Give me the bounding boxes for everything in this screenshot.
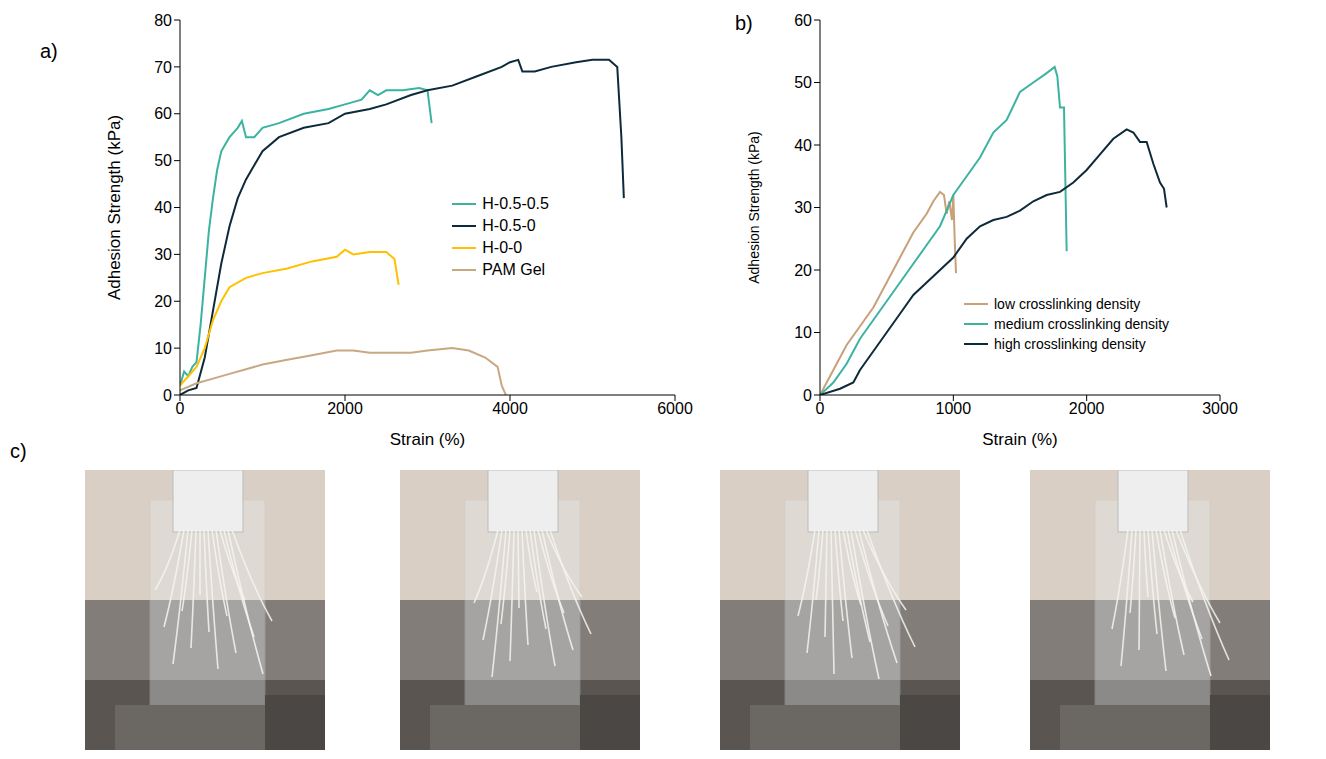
html-text:H-0.5-0.5: H-0.5-0.5 [482,194,549,212]
html-text:high crosslinking density: high crosslinking density [994,335,1146,352]
svg-text:3000: 3000 [1202,400,1238,417]
svg-text:10: 10 [794,324,812,341]
html-text:c): c) [10,440,27,462]
svg-text:0: 0 [176,400,185,417]
svg-text:20: 20 [154,293,172,310]
svg-text:0: 0 [163,387,172,404]
svg-text:50: 50 [154,152,172,169]
svg-text:60: 60 [154,105,172,122]
html-text:b): b) [735,12,753,34]
svg-text:60: 60 [794,12,812,29]
svg-text:0: 0 [816,400,825,417]
svg-text:30: 30 [794,199,812,216]
svg-text:Strain (%): Strain (%) [982,430,1058,449]
svg-text:40: 40 [154,199,172,216]
svg-text:10: 10 [154,340,172,357]
html-text:a): a) [40,40,58,62]
svg-text:2000: 2000 [1069,400,1105,417]
svg-text:1000: 1000 [936,400,972,417]
html-text:H-0.5-0: H-0.5-0 [482,216,536,234]
svg-text:Adhesion Strength (kPa): Adhesion Strength (kPa) [746,131,762,284]
html-text:medium crosslinking density: medium crosslinking density [994,315,1170,332]
svg-text:50: 50 [794,74,812,91]
svg-text:80: 80 [154,12,172,29]
svg-text:20: 20 [794,262,812,279]
svg-text:6000: 6000 [657,400,693,417]
html-text:low crosslinking density: low crosslinking density [994,295,1141,312]
html-text:H-0-0: H-0-0 [482,238,523,256]
svg-text:0: 0 [803,387,812,404]
svg-text:2000: 2000 [327,400,363,417]
svg-text:40: 40 [794,137,812,154]
html-text:PAM Gel: PAM Gel [482,260,546,278]
svg-text:Strain (%): Strain (%) [390,430,466,449]
svg-text:70: 70 [154,59,172,76]
svg-text:4000: 4000 [492,400,528,417]
svg-text:Adhesion Strength (kPa): Adhesion Strength (kPa) [105,115,124,300]
svg-text:30: 30 [154,246,172,263]
